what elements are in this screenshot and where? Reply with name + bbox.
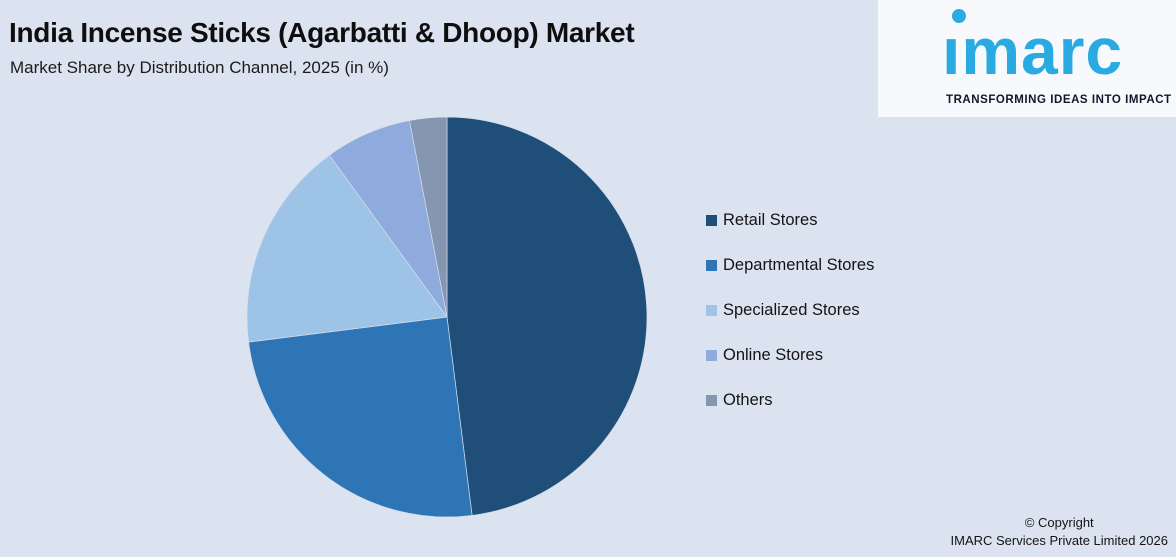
legend-item-online-stores: Online Stores (706, 344, 874, 366)
imarc-logo: ımarc TRANSFORMING IDEAS INTO IMPACT (878, 0, 1176, 117)
pie-chart (246, 116, 648, 518)
legend-item-retail-stores: Retail Stores (706, 209, 874, 231)
legend-swatch-icon (706, 349, 717, 361)
imarc-logo-tagline: TRANSFORMING IDEAS INTO IMPACT (946, 94, 1172, 106)
page-title: India Incense Sticks (Agarbatti & Dhoop)… (9, 17, 635, 48)
legend-swatch-icon (706, 259, 717, 271)
copyright-notice: © Copyright IMARC Services Private Limit… (951, 514, 1168, 550)
pie-slice-others (409, 116, 448, 318)
legend-swatch-icon (706, 394, 717, 406)
legend-label: Retail Stores (723, 210, 818, 229)
legend-item-others: Others (706, 389, 874, 411)
legend-label: Others (723, 390, 773, 409)
copyright-line2: IMARC Services Private Limited 2026 (950, 533, 1168, 548)
imarc-logo-dot-icon (952, 9, 966, 23)
legend-swatch-icon (706, 304, 717, 316)
legend-label: Online Stores (723, 345, 823, 364)
pie-slice-departmental-stores (248, 316, 473, 518)
legend-label: Departmental Stores (723, 255, 875, 274)
pie-slice-retail-stores (446, 116, 648, 516)
pie-slice-specialized-stores (246, 154, 448, 343)
legend-item-departmental-stores: Departmental Stores (706, 254, 874, 276)
legend-item-specialized-stores: Specialized Stores (706, 299, 874, 321)
legend-swatch-icon (706, 214, 717, 226)
legend-label: Specialized Stores (723, 300, 860, 319)
copyright-line1: © Copyright (1024, 515, 1094, 530)
page-subtitle: Market Share by Distribution Channel, 20… (10, 58, 389, 77)
imarc-logo-wordmark: ımarc (942, 14, 1124, 88)
chart-legend: Retail Stores Departmental Stores Specia… (706, 209, 874, 434)
